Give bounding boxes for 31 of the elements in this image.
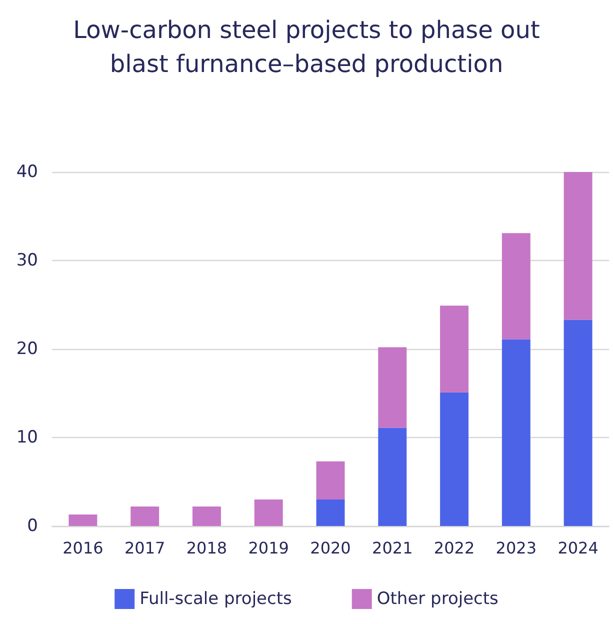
x-tick-label: 2017 bbox=[124, 538, 166, 558]
bar bbox=[440, 392, 469, 526]
bar bbox=[192, 506, 221, 526]
y-tick-label: 40 bbox=[16, 162, 38, 182]
bar bbox=[378, 347, 407, 428]
bar bbox=[316, 499, 345, 526]
bar bbox=[254, 499, 283, 526]
bar bbox=[378, 428, 407, 526]
x-tick-label: 2018 bbox=[186, 538, 228, 558]
bar bbox=[564, 320, 592, 526]
bar bbox=[68, 514, 98, 526]
x-tick-label: 2023 bbox=[496, 538, 537, 558]
bar bbox=[564, 172, 592, 320]
y-tick-label: 10 bbox=[16, 428, 38, 448]
y-tick-label: 0 bbox=[27, 516, 38, 536]
chart-title: Low-carbon steel projects to phase out blast furnance–based production bbox=[73, 16, 540, 78]
legend-label: Full-scale projects bbox=[140, 589, 292, 609]
y-tick-label: 30 bbox=[16, 250, 38, 270]
x-tick-label: 2022 bbox=[434, 538, 475, 558]
x-tick-label: 2024 bbox=[558, 538, 598, 558]
x-tick-label: 2016 bbox=[62, 538, 104, 558]
x-tick-label: 2020 bbox=[310, 538, 351, 558]
x-tick-label: 2021 bbox=[372, 538, 413, 558]
bar bbox=[130, 506, 160, 526]
bar bbox=[502, 339, 530, 526]
x-tick-label: 2019 bbox=[248, 538, 289, 558]
bar bbox=[502, 233, 530, 340]
legend-label: Other projects bbox=[376, 589, 499, 609]
bar bbox=[440, 306, 469, 392]
bar bbox=[316, 461, 345, 500]
y-tick-label: 20 bbox=[16, 339, 38, 359]
